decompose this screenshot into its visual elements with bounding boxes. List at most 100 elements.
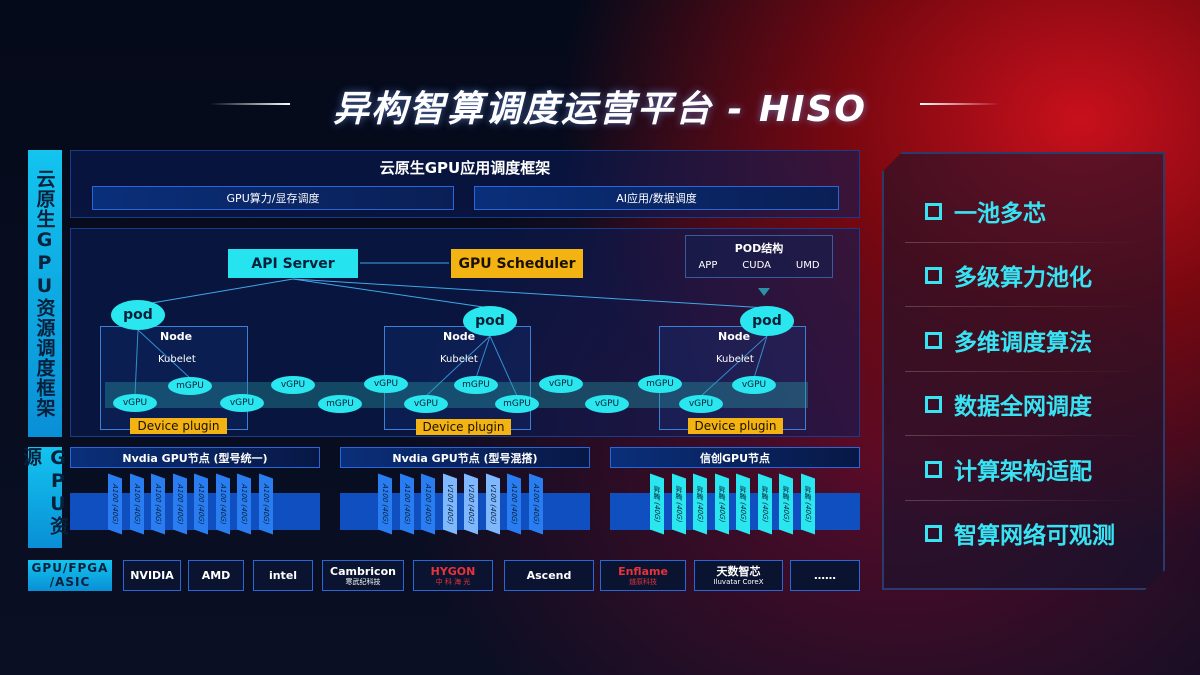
node-label: Node [443,330,476,343]
app-framework-panel: 云原生GPU应用调度框架 GPU算力/显存调度 AI应用/数据调度 [70,150,860,218]
feature-item: 数据全网调度 [925,387,1092,421]
vendor-logo-6: Enflame 燧原科技 [600,560,686,591]
vendor-logo-5: Ascend [504,560,594,591]
pod-1: pod [111,300,165,330]
gpu-instance-mgpu: mGPU [495,395,539,413]
gpu-band [610,493,860,530]
node-1 [100,326,248,430]
framework-title: 云原生GPU应用调度框架 [379,159,551,177]
gpu-card: V100 (40G) [464,473,478,535]
checkbox-icon [925,331,942,349]
gpu-card: A100 (40G) [258,473,273,535]
ai-data-box: AI应用/数据调度 [474,186,839,210]
gpu-card: 昇腾 (40G) [650,473,664,535]
gpu-card: 昇腾 (40G) [736,473,750,535]
gpu-instance-vgpu: vGPU [585,395,629,413]
divider [905,435,1145,436]
gpu-card: 昇腾 (40G) [714,473,729,535]
vendor-logo-3: Cambricon 寒武纪科技 [322,560,404,591]
gpu-card: A100 (40G) [215,473,230,535]
gpu-instance-mgpu: mGPU [454,376,498,394]
gpu-instance-mgpu: mGPU [168,377,212,395]
gpu-card: 昇腾 (40G) [693,473,707,535]
feature-item: 智算网络可观测 [925,516,1115,550]
gpu-instance-vgpu: vGPU [113,394,157,412]
checkbox-icon [925,202,942,220]
gpu-instance-vgpu: vGPU [364,375,408,393]
node-3 [659,326,806,430]
checkbox-icon [925,460,942,478]
feature-panel [882,152,1165,590]
gpu-card: A100 (40G) [528,473,543,535]
page-title: 异构智算调度运营平台 - HISO [332,89,868,130]
gpu-card: A100 (40G) [172,473,187,535]
checkbox-icon [925,266,942,284]
kubelet-label: Kubelet [440,354,478,365]
gpu-card: A100 (40G) [194,473,208,535]
gpu-group-title: 信创GPU节点 [610,447,860,468]
divider [905,500,1145,501]
gpu-group-title: Nvdia GPU节点 (型号混搭) [340,447,590,468]
gpu-card: A100 (40G) [108,473,122,535]
gpu-card: A100 (40G) [129,473,144,535]
feature-item: 一池多芯 [925,194,1046,228]
device-plugin: Device plugin [688,418,783,434]
node-label: Node [160,330,193,343]
vendor-logo-8: …… [790,560,860,591]
gpu-instance-mgpu: mGPU [638,375,682,393]
gpu-card: A100 (40G) [378,473,392,535]
kubelet-label: Kubelet [716,354,754,365]
divider [905,242,1145,243]
device-plugin: Device plugin [130,418,227,434]
vendor-label: GPU/FPGA /ASIC [28,560,112,591]
checkbox-icon [925,524,942,542]
gpu-card: A100 (40G) [421,473,435,535]
gpu-instance-vgpu: vGPU [732,376,776,394]
vendor-logo-4: HYGON 中 科 海 光 [413,560,493,591]
vendor-logo-1: AMD [188,560,244,591]
gpu-card: 昇腾 (40G) [671,473,686,535]
vendor-logo-0: NVIDIA [123,560,181,591]
feature-item: 计算架构适配 [925,452,1092,486]
label-scheduling-framework: 云原生GPU资源调度框架 [28,150,62,437]
pod-structure-title: POD结构 [734,242,784,255]
gpu-compute-box: GPU算力/显存调度 [92,186,454,210]
pod-app: APP [698,260,718,271]
checkbox-icon [925,395,942,413]
gpu-card: A100 (40G) [507,473,521,535]
pod-cuda: CUDA [742,260,771,271]
gpu-instance-vgpu: vGPU [220,394,264,412]
pod-umd: UMD [795,260,820,271]
divider [905,371,1145,372]
pod-3: pod [740,306,794,336]
node-2 [384,326,531,430]
gpu-card: 昇腾 (40G) [779,473,793,535]
gpu-group-title: Nvdia GPU节点 (型号统一) [70,447,320,468]
device-plugin: Device plugin [416,419,511,435]
gpu-instance-vgpu: vGPU [404,395,448,413]
gpu-scheduler-node: GPU Scheduler [451,249,583,278]
gpu-card: 昇腾 (40G) [757,473,772,535]
feature-item: 多维调度算法 [925,323,1092,357]
gpu-card: A100 (40G) [237,473,251,535]
gpu-instance-mgpu: mGPU [318,395,362,413]
pod-structure-box: POD结构 APP CUDA UMD [685,235,833,278]
gpu-instance-vgpu: vGPU [679,395,723,413]
gpu-card: V100 (40G) [442,473,457,535]
vendor-logo-7: 天数智芯 Iluvatar CoreX [694,560,783,591]
kubelet-label: Kubelet [158,354,196,365]
pod-2: pod [463,306,517,336]
gpu-card: A100 (40G) [399,473,414,535]
gpu-card: 昇腾 (40G) [800,473,815,535]
gpu-card: A100 (40G) [151,473,165,535]
gpu-instance-vgpu: vGPU [271,376,315,394]
gpu-card: V100 (40G) [485,473,500,535]
feature-item: 多级算力池化 [925,258,1092,292]
node-label: Node [718,330,751,343]
divider [905,306,1145,307]
title-decor-left [210,103,290,105]
api-server-node: API Server [228,249,358,278]
gpu-instance-vgpu: vGPU [539,375,583,393]
vendor-logo-2: intel [253,560,313,591]
